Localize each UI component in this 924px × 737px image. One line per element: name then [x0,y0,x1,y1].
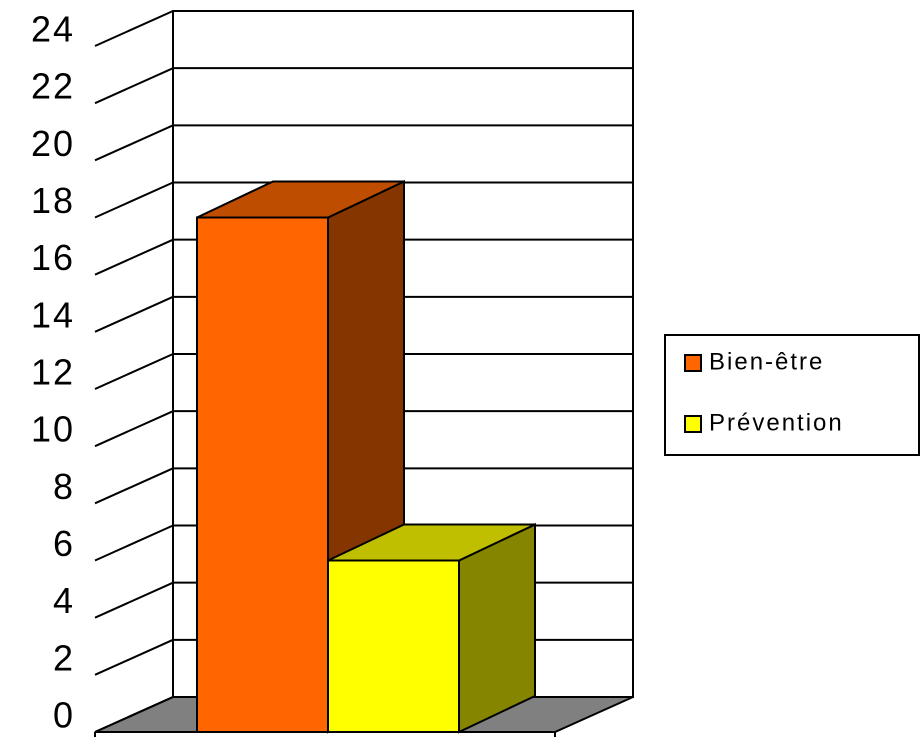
y-tick-label: 12 [31,352,75,393]
legend-label: Bien-être [709,348,824,375]
y-tick-label: 22 [31,66,75,107]
y-tick-label: 16 [31,237,75,278]
side-grid-line [94,10,174,47]
y-tick-label: 18 [31,180,75,221]
side-grid-line [94,467,174,505]
side-grid-line [94,181,174,219]
y-tick-label: 6 [53,523,75,564]
y-tick-label: 20 [31,123,75,164]
legend-box [664,334,920,456]
legend-swatch [684,354,702,372]
bar [196,216,329,733]
y-tick-label: 24 [31,9,75,50]
bar [327,559,460,733]
side-grid-line [94,696,174,733]
legend-label: Prévention [709,409,844,436]
side-grid-line [94,238,174,276]
side-grid-line [94,524,174,562]
y-tick-label: 4 [53,580,75,621]
y-tick-label: 14 [31,294,75,335]
y-tick-label: 8 [53,466,75,507]
side-grid-line [94,638,174,676]
y-tick-label: 2 [53,637,75,678]
side-grid-line [94,410,174,448]
side-grid-line [94,295,174,333]
y-tick-label: 10 [31,409,75,450]
side-grid-line [94,581,174,619]
y-tick-label: 0 [53,695,75,736]
side-grid-line [94,124,174,162]
side-grid-line [94,353,174,390]
side-grid-line [94,67,174,105]
legend-swatch [684,415,702,433]
